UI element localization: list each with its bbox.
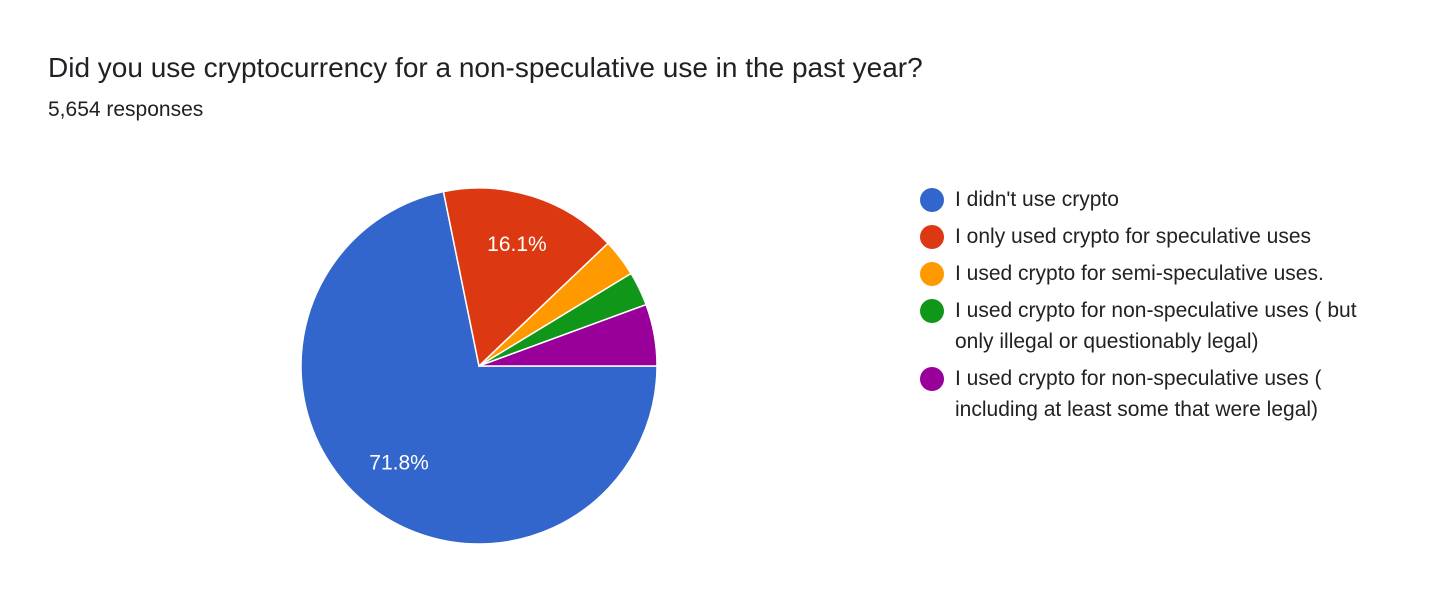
legend-label: I used crypto for non-speculative uses (… <box>955 299 1357 353</box>
legend: I didn't use crypto I only used crypto fo… <box>920 184 1360 431</box>
pie-slice <box>300 190 658 545</box>
legend-label: I only used crypto for speculative uses <box>955 225 1312 248</box>
legend-item: I didn't use crypto <box>920 184 1360 215</box>
legend-swatch <box>920 225 944 249</box>
slice-label: 71.8% <box>369 451 429 474</box>
chart-subtitle: 5,654 responses <box>48 98 204 121</box>
pie-slice <box>442 187 610 368</box>
legend-item: I used crypto for non-speculative uses (… <box>920 363 1360 425</box>
legend-item: I used crypto for semi-speculative uses. <box>920 258 1360 289</box>
legend-label: I used crypto for non-speculative uses (… <box>955 367 1322 421</box>
legend-swatch <box>920 367 944 391</box>
legend-swatch <box>920 299 944 323</box>
chart-title: Did you use cryptocurrency for a non-spe… <box>48 52 923 83</box>
legend-label: I used crypto for semi-speculative uses. <box>955 262 1324 285</box>
legend-label: I didn't use crypto <box>955 188 1119 211</box>
pie-slice <box>478 303 658 367</box>
legend-item: I only used crypto for speculative uses <box>920 221 1360 252</box>
pie-area: 71.8% 16.1% <box>300 187 658 545</box>
legend-swatch <box>920 188 944 212</box>
slice-label: 16.1% <box>487 233 547 256</box>
legend-swatch <box>920 262 944 286</box>
legend-item: I used crypto for non-speculative uses (… <box>920 295 1360 357</box>
